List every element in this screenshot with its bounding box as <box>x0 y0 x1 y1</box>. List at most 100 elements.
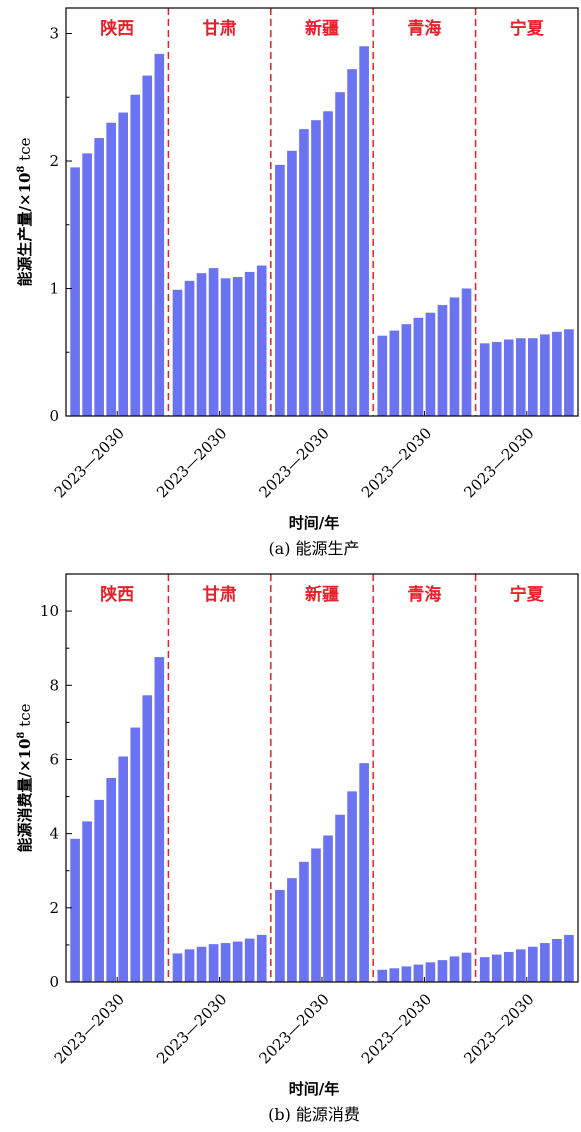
region-label: 青海 <box>407 18 441 39</box>
bar <box>220 278 231 416</box>
bar <box>299 129 309 417</box>
y-axis-title-main: 能源消费量/×10 <box>16 739 34 853</box>
bar <box>323 835 333 982</box>
bar <box>275 890 285 982</box>
y-axis-title: 能源消费量/×108 tce <box>16 703 34 852</box>
region-label: 新疆 <box>305 18 339 39</box>
y-axis-title-exponent: 8 <box>16 732 27 739</box>
y-tick-label: 0 <box>49 973 59 991</box>
energy-production-chart: 陕西 甘肃 新疆 青海 宁夏 0 1 2 3 2023—2030 2023—2030 2023—203… <box>16 7 579 558</box>
bar <box>172 953 183 982</box>
y-tick-label: 0 <box>49 407 59 425</box>
bar <box>401 324 412 416</box>
bar <box>389 330 400 416</box>
y-tick-label: 1 <box>49 280 59 298</box>
bar <box>323 111 333 416</box>
bar <box>335 92 345 417</box>
energy-consumption-chart: 陕西 甘肃 新疆 青海 宁夏 0 2 4 6 8 10 2023—2030 2023—2030 2023—… <box>16 573 579 1124</box>
bar <box>335 814 345 982</box>
bar <box>515 338 526 416</box>
bar <box>118 756 129 982</box>
bar <box>515 949 526 982</box>
region-label: 青海 <box>407 584 441 605</box>
y-axis-title: 能源生产量/×108 tce <box>16 137 34 286</box>
bar <box>106 122 116 416</box>
y-axis-title-main: 能源生产量/×10 <box>16 173 34 287</box>
region-label: 陕西 <box>100 584 134 605</box>
bar <box>564 329 574 416</box>
bar <box>130 94 141 416</box>
figure-caption: (b) 能源消费 <box>268 1105 360 1124</box>
x-tick-label: 2023—2030 <box>255 990 332 1067</box>
bar <box>256 265 267 416</box>
bar <box>244 271 255 416</box>
bar <box>359 46 369 416</box>
region-label: 宁夏 <box>510 18 545 39</box>
y-tick-label: 2 <box>49 899 59 917</box>
bar <box>94 138 104 417</box>
bar <box>232 941 243 982</box>
x-tick-label: 2023—2030 <box>255 424 332 501</box>
x-tick-label: 2023—2030 <box>51 990 128 1067</box>
bar <box>106 778 116 982</box>
region-label: 陕西 <box>100 18 134 39</box>
bar <box>232 277 243 416</box>
figure-caption: (a) 能源生产 <box>268 539 359 558</box>
bar <box>118 112 129 417</box>
y-axis-title-unit: tce <box>16 703 34 731</box>
x-axis-title: 时间/年 <box>289 1080 339 1098</box>
bar <box>347 69 357 416</box>
bar <box>208 268 219 416</box>
x-tick-label: 2023—2030 <box>460 990 537 1067</box>
bar <box>208 944 219 982</box>
bar <box>491 342 502 416</box>
bar <box>437 960 448 982</box>
bar <box>449 956 460 982</box>
bar <box>540 334 550 416</box>
bar <box>311 120 321 416</box>
bar <box>552 331 562 416</box>
bar <box>377 335 388 416</box>
bar <box>311 848 321 982</box>
bar <box>540 943 550 982</box>
bar <box>359 763 369 982</box>
region-label: 宁夏 <box>510 584 545 605</box>
bar <box>413 317 424 416</box>
bar <box>401 966 412 982</box>
bar <box>172 289 183 416</box>
bar <box>479 343 490 416</box>
x-tick-label: 2023—2030 <box>358 990 435 1067</box>
bar <box>130 727 141 982</box>
y-tick-label: 3 <box>49 25 59 43</box>
y-tick-label: 4 <box>49 825 59 843</box>
bar <box>564 934 574 982</box>
region-label: 甘肃 <box>203 18 237 39</box>
bar <box>154 657 165 982</box>
bar <box>94 799 104 982</box>
x-tick-label: 2023—2030 <box>460 424 537 501</box>
y-tick-label: 8 <box>49 676 59 694</box>
x-tick-label: 2023—2030 <box>153 424 230 501</box>
bar <box>552 938 562 982</box>
x-axis-title: 时间/年 <box>289 514 339 532</box>
bar <box>142 695 153 982</box>
bar <box>244 938 255 982</box>
region-label: 新疆 <box>305 584 339 605</box>
bar <box>275 164 285 416</box>
bar <box>299 861 309 982</box>
bar <box>287 150 297 417</box>
y-tick-label: 6 <box>49 750 59 768</box>
y-tick-label: 10 <box>40 602 59 620</box>
bar <box>196 946 207 982</box>
bar <box>461 288 472 416</box>
bar <box>479 957 490 982</box>
bar <box>491 954 502 982</box>
bar <box>449 297 460 416</box>
bar <box>425 312 436 416</box>
bar <box>70 838 80 982</box>
bar <box>154 53 165 417</box>
bar <box>503 339 514 416</box>
y-tick-label: 2 <box>49 152 59 170</box>
bar <box>377 969 388 982</box>
bar <box>196 273 207 416</box>
